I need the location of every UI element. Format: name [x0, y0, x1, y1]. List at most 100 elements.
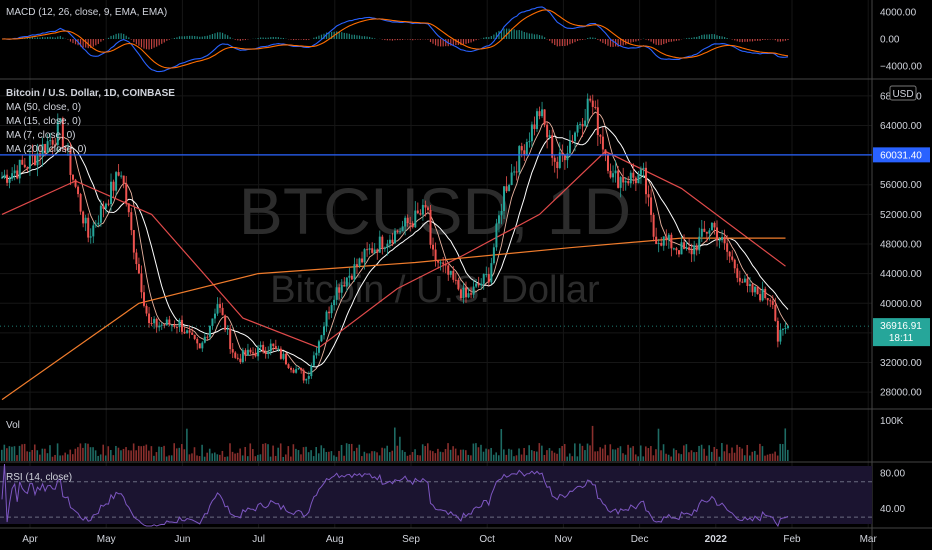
volume-bar — [470, 455, 472, 461]
volume-bar — [721, 443, 723, 461]
candle-down — [44, 144, 47, 154]
volume-bar — [477, 447, 480, 461]
volume-bar — [698, 445, 700, 461]
volume-bar — [148, 450, 150, 461]
candle-down — [634, 177, 637, 184]
volume-bar — [56, 443, 59, 461]
currency-badge[interactable] — [889, 85, 917, 101]
symbol-title[interactable]: Bitcoin / U.S. Dollar, 1D, COINBASE — [6, 88, 175, 99]
macd-label[interactable]: MACD (12, 26, close, 9, EMA, EMA) — [6, 7, 167, 18]
candle-down — [487, 274, 490, 283]
volume-bar — [36, 450, 39, 461]
candle-up — [317, 341, 320, 353]
volume-bar — [241, 455, 244, 461]
candle-up — [170, 324, 173, 326]
candle-up — [579, 124, 582, 126]
candle-up — [619, 177, 622, 188]
volume-bar — [353, 451, 356, 461]
volume-bar — [399, 436, 401, 461]
volume-bar — [234, 453, 236, 461]
volume-bar — [388, 452, 391, 461]
candle-up — [485, 274, 488, 276]
candle-up — [8, 178, 11, 183]
candle-up — [528, 141, 531, 143]
candle-down — [181, 319, 184, 332]
volume-bar — [259, 454, 262, 461]
candle-down — [150, 323, 153, 325]
volume-bar — [371, 451, 373, 461]
volume-bar — [229, 443, 231, 461]
ma-7-label[interactable]: MA (7, close, 0) — [6, 130, 75, 141]
volume-label[interactable]: Vol — [6, 420, 20, 431]
volume-bar — [642, 456, 645, 461]
rsi-label[interactable]: RSI (14, close) — [6, 472, 72, 483]
candle-up — [421, 204, 424, 215]
candle-up — [153, 318, 156, 324]
candle-up — [267, 351, 270, 355]
candle-down — [601, 136, 604, 150]
candle-down — [381, 236, 384, 250]
rsi-line — [1, 463, 789, 528]
ma-200-label[interactable]: MA (200, close, 0) — [6, 144, 87, 155]
price-axis-tick: 64000.00 — [880, 121, 922, 132]
candle-down — [776, 320, 779, 342]
candle-down — [695, 245, 698, 251]
candle-down — [148, 313, 151, 324]
candle-down — [122, 175, 125, 184]
candle-up — [353, 264, 356, 280]
candle-down — [652, 214, 655, 237]
candle-down — [54, 144, 57, 146]
candle-down — [79, 194, 82, 212]
candle-down — [553, 157, 556, 162]
ma-50-label[interactable]: MA (50, close, 0) — [6, 102, 81, 113]
candle-up — [399, 231, 402, 233]
candle-down — [591, 100, 594, 107]
volume-bar — [589, 445, 591, 461]
candle-down — [249, 349, 252, 353]
candle-up — [345, 277, 348, 287]
candle-up — [781, 328, 784, 330]
volume-bar — [546, 450, 548, 461]
volume-bar — [584, 450, 586, 461]
time-axis-label: Nov — [555, 534, 573, 545]
volume-bar — [69, 449, 72, 461]
volume-bar — [513, 456, 515, 461]
volume-bar — [394, 427, 396, 461]
volume-bar — [606, 455, 609, 461]
volume-bar — [168, 455, 170, 461]
candle-down — [606, 154, 609, 171]
volume-bar — [3, 444, 6, 461]
volume-bar — [292, 444, 295, 461]
candle-down — [688, 247, 691, 251]
ma-15-label[interactable]: MA (15, close, 0) — [6, 116, 81, 127]
candle-down — [302, 370, 305, 381]
candle-down — [589, 98, 592, 101]
candle-up — [624, 181, 627, 183]
volume-bar — [695, 451, 698, 461]
volume-bar — [145, 444, 148, 461]
price-axis-tick: 44000.00 — [880, 269, 922, 280]
volume-bar — [700, 444, 703, 461]
candle-up — [208, 325, 211, 337]
volume-bar — [563, 444, 566, 461]
volume-bar — [163, 445, 165, 461]
volume-bar — [46, 453, 49, 461]
volume-bar — [414, 449, 416, 461]
candle-down — [561, 152, 564, 155]
volume-bar — [693, 452, 695, 461]
candle-up — [490, 263, 493, 283]
volume-bar — [784, 428, 787, 461]
time-axis-label: Jul — [252, 534, 265, 545]
volume-bar — [28, 451, 31, 461]
candle-up — [282, 353, 285, 359]
volume-bar — [221, 450, 224, 461]
candle-down — [523, 150, 526, 156]
candle-up — [574, 132, 577, 142]
volume-bar — [776, 455, 779, 461]
horizontal-line-price-tag — [873, 147, 930, 163]
candle-up — [541, 109, 544, 117]
candle-down — [16, 170, 19, 179]
candle-up — [708, 230, 711, 234]
candle-down — [520, 146, 523, 151]
